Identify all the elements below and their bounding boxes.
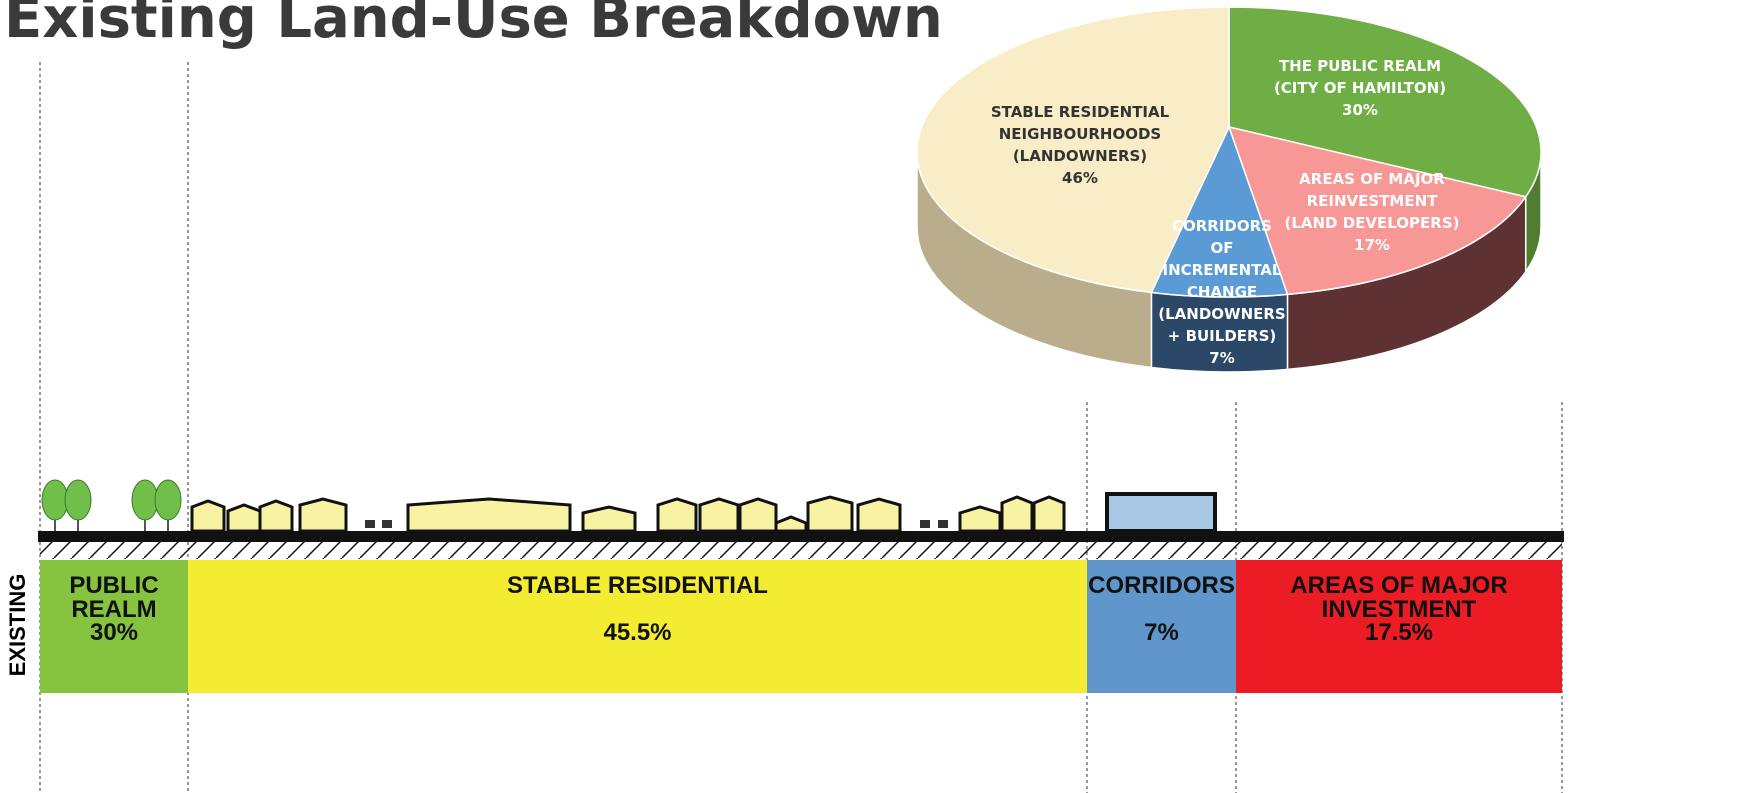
segment-name: CORRIDORS <box>1088 572 1235 599</box>
slice-name: CORRIDORS OF INCREMENTAL CHANGE (LANDOWN… <box>1158 217 1286 345</box>
segment-value: 30% <box>89 619 139 646</box>
building <box>774 515 808 533</box>
tree <box>154 479 182 521</box>
tree <box>41 479 69 521</box>
building <box>738 497 778 533</box>
slice <box>1228 6 1542 198</box>
building <box>258 499 294 533</box>
car <box>382 520 392 528</box>
slice <box>916 6 1230 294</box>
slice-value: 46% <box>1062 169 1098 187</box>
building <box>698 497 740 533</box>
hatch <box>40 542 1562 559</box>
slice <box>1227 125 1527 296</box>
strip-segment <box>188 560 1087 693</box>
slice-name: STABLE RESIDENTIAL NEIGHBOURHOODS (LANDO… <box>990 103 1170 165</box>
ground <box>38 531 1564 542</box>
slice-value: 17% <box>1354 236 1390 254</box>
building <box>1032 495 1066 533</box>
building <box>406 497 572 533</box>
car <box>365 520 375 528</box>
tree <box>64 479 92 521</box>
slice-label: CORRIDORS OF INCREMENTAL CHANGE (LANDOWN… <box>1158 215 1285 369</box>
car <box>938 520 948 528</box>
building <box>298 497 348 533</box>
strip-segment <box>40 560 188 693</box>
strip-segment <box>1236 560 1562 693</box>
strip-label: EXISTING <box>5 573 30 677</box>
slice-label: AREAS OF MAJOR REINVESTMENT (LAND DEVELO… <box>1284 168 1459 256</box>
segment-value: 17.5% <box>1364 619 1434 646</box>
chart-title: Existing Land-Use Breakdown <box>4 0 943 51</box>
segment-value: 7% <box>1144 619 1179 646</box>
building <box>856 497 902 533</box>
slice-label: STABLE RESIDENTIAL NEIGHBOURHOODS (LANDO… <box>991 101 1169 189</box>
segment-value: 45.5% <box>603 619 672 646</box>
segment-name: AREAS OF MAJOR INVESTMENT <box>1290 572 1508 623</box>
tree <box>131 479 159 521</box>
slice-name: AREAS OF MAJOR REINVESTMENT (LAND DEVELO… <box>1284 170 1460 232</box>
slice-label: THE PUBLIC REALM (CITY OF HAMILTON) 30% <box>1274 55 1446 121</box>
building <box>1000 495 1034 533</box>
slice-value: 30% <box>1342 101 1378 119</box>
slice-name: THE PUBLIC REALM (CITY OF HAMILTON) <box>1273 57 1447 97</box>
building <box>656 497 698 533</box>
building <box>190 499 226 533</box>
strip-segment <box>1087 560 1236 693</box>
segment-name: STABLE RESIDENTIAL <box>507 572 768 599</box>
building <box>226 503 262 533</box>
car <box>920 520 930 528</box>
corridor-building <box>1105 492 1217 533</box>
building <box>581 505 637 533</box>
building <box>806 495 854 533</box>
segment-name: PUBLIC REALM <box>69 572 159 623</box>
building <box>958 505 1002 533</box>
slice-value: 7% <box>1209 349 1235 367</box>
slice <box>1150 125 1289 298</box>
